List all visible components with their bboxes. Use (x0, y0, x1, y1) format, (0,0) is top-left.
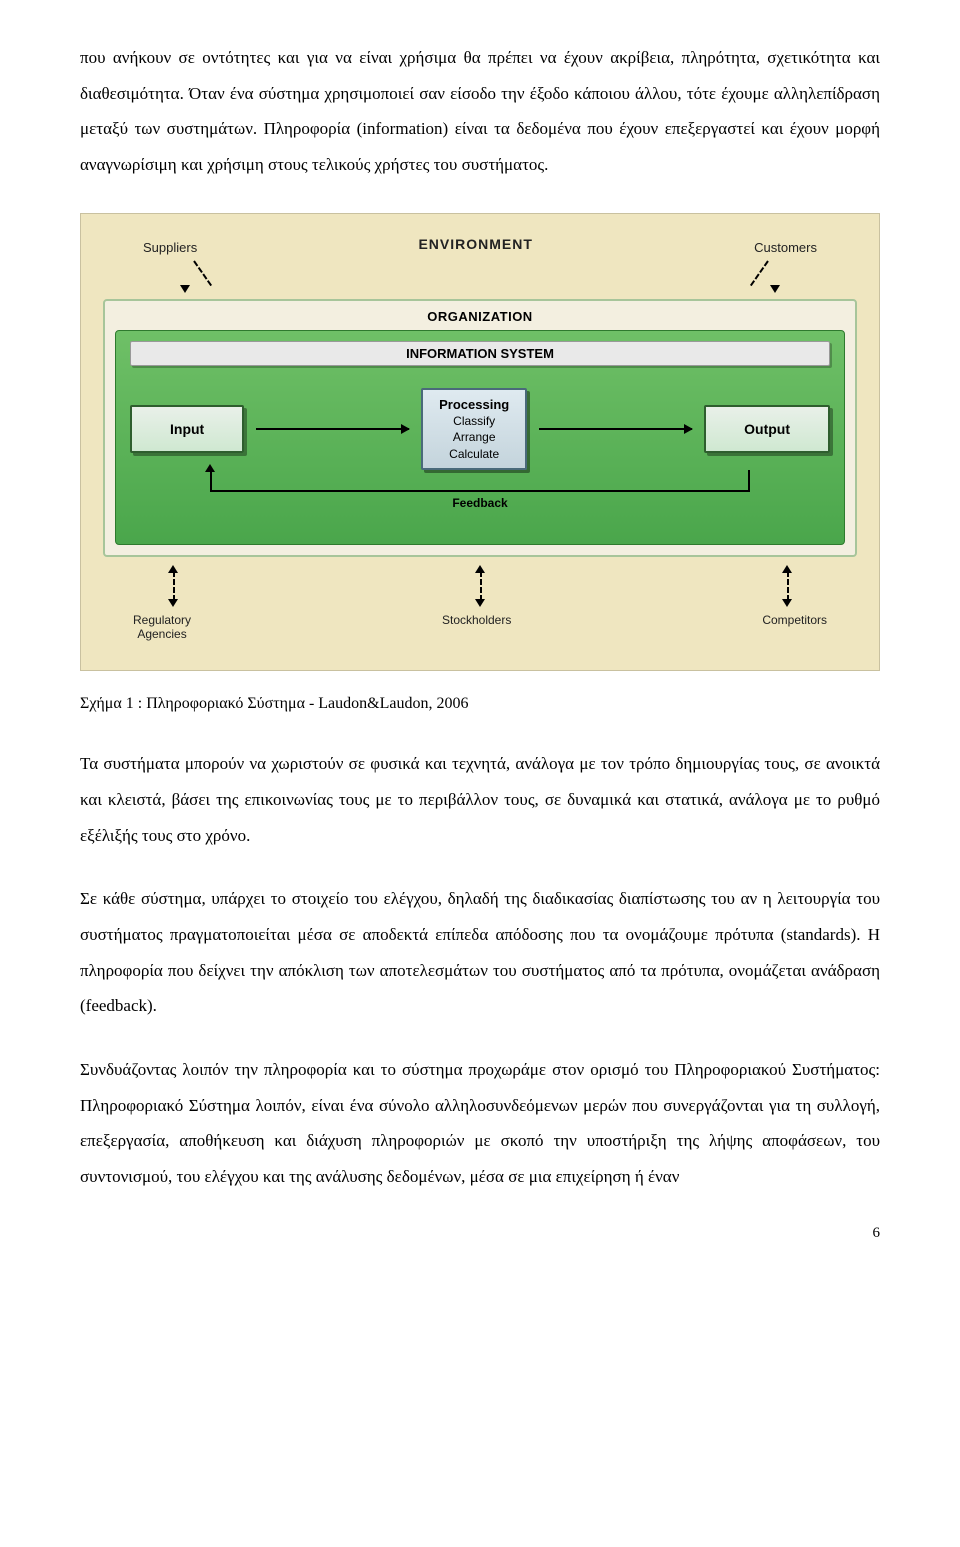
input-box: Input (130, 405, 244, 453)
regulatory-agencies-label: Regulatory Agencies (133, 613, 191, 642)
info-system-figure: Suppliers ENVIRONMENT Customers ORGANIZA… (80, 213, 880, 671)
text: Agencies (137, 627, 186, 641)
bottom-labels-row: Regulatory Agencies Stockholders Competi… (103, 609, 857, 642)
processing-line: Classify (439, 413, 509, 429)
arrow-processing-to-output (539, 428, 692, 430)
processing-box: Processing Classify Arrange Calculate (421, 388, 527, 470)
text: Regulatory (133, 613, 191, 627)
customers-label: Customers (754, 240, 817, 255)
body-paragraph: Τα συστήματα μπορούν να χωριστούν σε φυσ… (80, 746, 880, 853)
processing-line: Calculate (439, 446, 509, 462)
environment-row: Suppliers ENVIRONMENT Customers (103, 234, 857, 255)
suppliers-label: Suppliers (143, 240, 197, 255)
arrow-suppliers-to-org (173, 259, 213, 299)
io-row: Input Processing Classify Arrange Calcul… (130, 388, 830, 470)
information-system-title: INFORMATION SYSTEM (130, 341, 830, 366)
feedback-label: Feedback (452, 496, 507, 510)
arrow-input-to-processing (256, 428, 409, 430)
processing-header: Processing (439, 396, 509, 414)
body-paragraph: Σε κάθε σύστημα, υπάρχει το στοιχείο του… (80, 881, 880, 1024)
top-arrow-row (103, 259, 857, 299)
bottom-arrow-row (103, 569, 857, 609)
feedback-loop: Feedback (154, 476, 806, 514)
body-paragraph: που ανήκουν σε οντότητες και για να είνα… (80, 40, 880, 183)
arrow-regulatory (153, 569, 193, 609)
stockholders-label: Stockholders (442, 613, 511, 642)
arrow-stockholders (460, 569, 500, 609)
processing-line: Arrange (439, 429, 509, 445)
body-paragraph: Συνδυάζοντας λοιπόν την πληροφορία και τ… (80, 1052, 880, 1195)
organization-title: ORGANIZATION (105, 305, 855, 330)
page-number: 6 (80, 1225, 880, 1242)
arrow-customers-to-org (747, 259, 787, 299)
output-box: Output (704, 405, 830, 453)
competitors-label: Competitors (762, 613, 827, 642)
figure-caption: Σχήμα 1 : Πληροφοριακό Σύστημα - Laudon&… (80, 691, 880, 717)
environment-title: ENVIRONMENT (418, 236, 532, 252)
arrow-competitors (767, 569, 807, 609)
organization-band: ORGANIZATION INFORMATION SYSTEM Input Pr… (103, 299, 857, 557)
information-system-box: INFORMATION SYSTEM Input Processing Clas… (115, 330, 845, 545)
